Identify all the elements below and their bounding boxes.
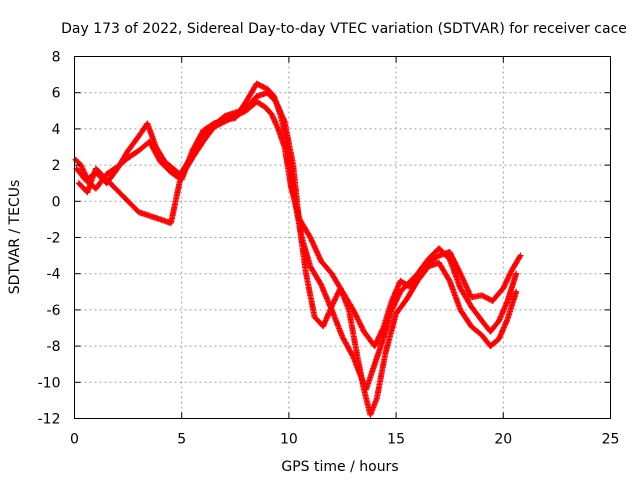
x-axis-label: GPS time / hours	[281, 459, 398, 475]
data-point-interp	[375, 334, 382, 341]
axis-ticks: -12 -10 -8 -6 -4 -2 0 2 4 6 8 0 5 10 15 20 25	[38, 50, 620, 448]
x-tick-label: 25	[602, 432, 620, 448]
y-tick-label: -2	[47, 231, 61, 247]
x-tick-label: 20	[494, 432, 512, 448]
series-track-3	[75, 89, 520, 418]
data-point	[513, 288, 520, 295]
y-tick-label: -4	[47, 267, 61, 283]
data-point-interp	[309, 238, 316, 245]
data-point	[517, 252, 524, 259]
y-tick-label: 8	[52, 50, 61, 66]
data-point	[513, 270, 520, 277]
data-point	[446, 249, 453, 255]
gridlines	[74, 56, 611, 419]
y-axis-label: SDTVAR / TECUs	[7, 180, 23, 295]
y-tick-label: 2	[52, 158, 61, 174]
y-tick-label: 4	[52, 122, 61, 138]
data-point-interp	[355, 317, 362, 324]
y-tick-label: -6	[47, 303, 61, 319]
y-tick-label: -10	[38, 375, 61, 391]
y-tick-label: -8	[47, 339, 61, 355]
x-tick-label: 5	[177, 432, 186, 448]
x-tick-label: 10	[280, 432, 298, 448]
y-tick-label: -12	[38, 412, 61, 428]
x-tick-label: 15	[387, 432, 405, 448]
y-tick-label: 0	[52, 194, 61, 210]
data-point-interp	[445, 276, 452, 283]
chart-title: Day 173 of 2022, Sidereal Day-to-day VTE…	[61, 21, 627, 37]
data-point-interp	[448, 253, 455, 260]
data-points	[72, 80, 524, 418]
x-tick-label: 0	[70, 432, 79, 448]
data-point-interp	[516, 253, 523, 260]
y-tick-label: 6	[52, 86, 61, 102]
